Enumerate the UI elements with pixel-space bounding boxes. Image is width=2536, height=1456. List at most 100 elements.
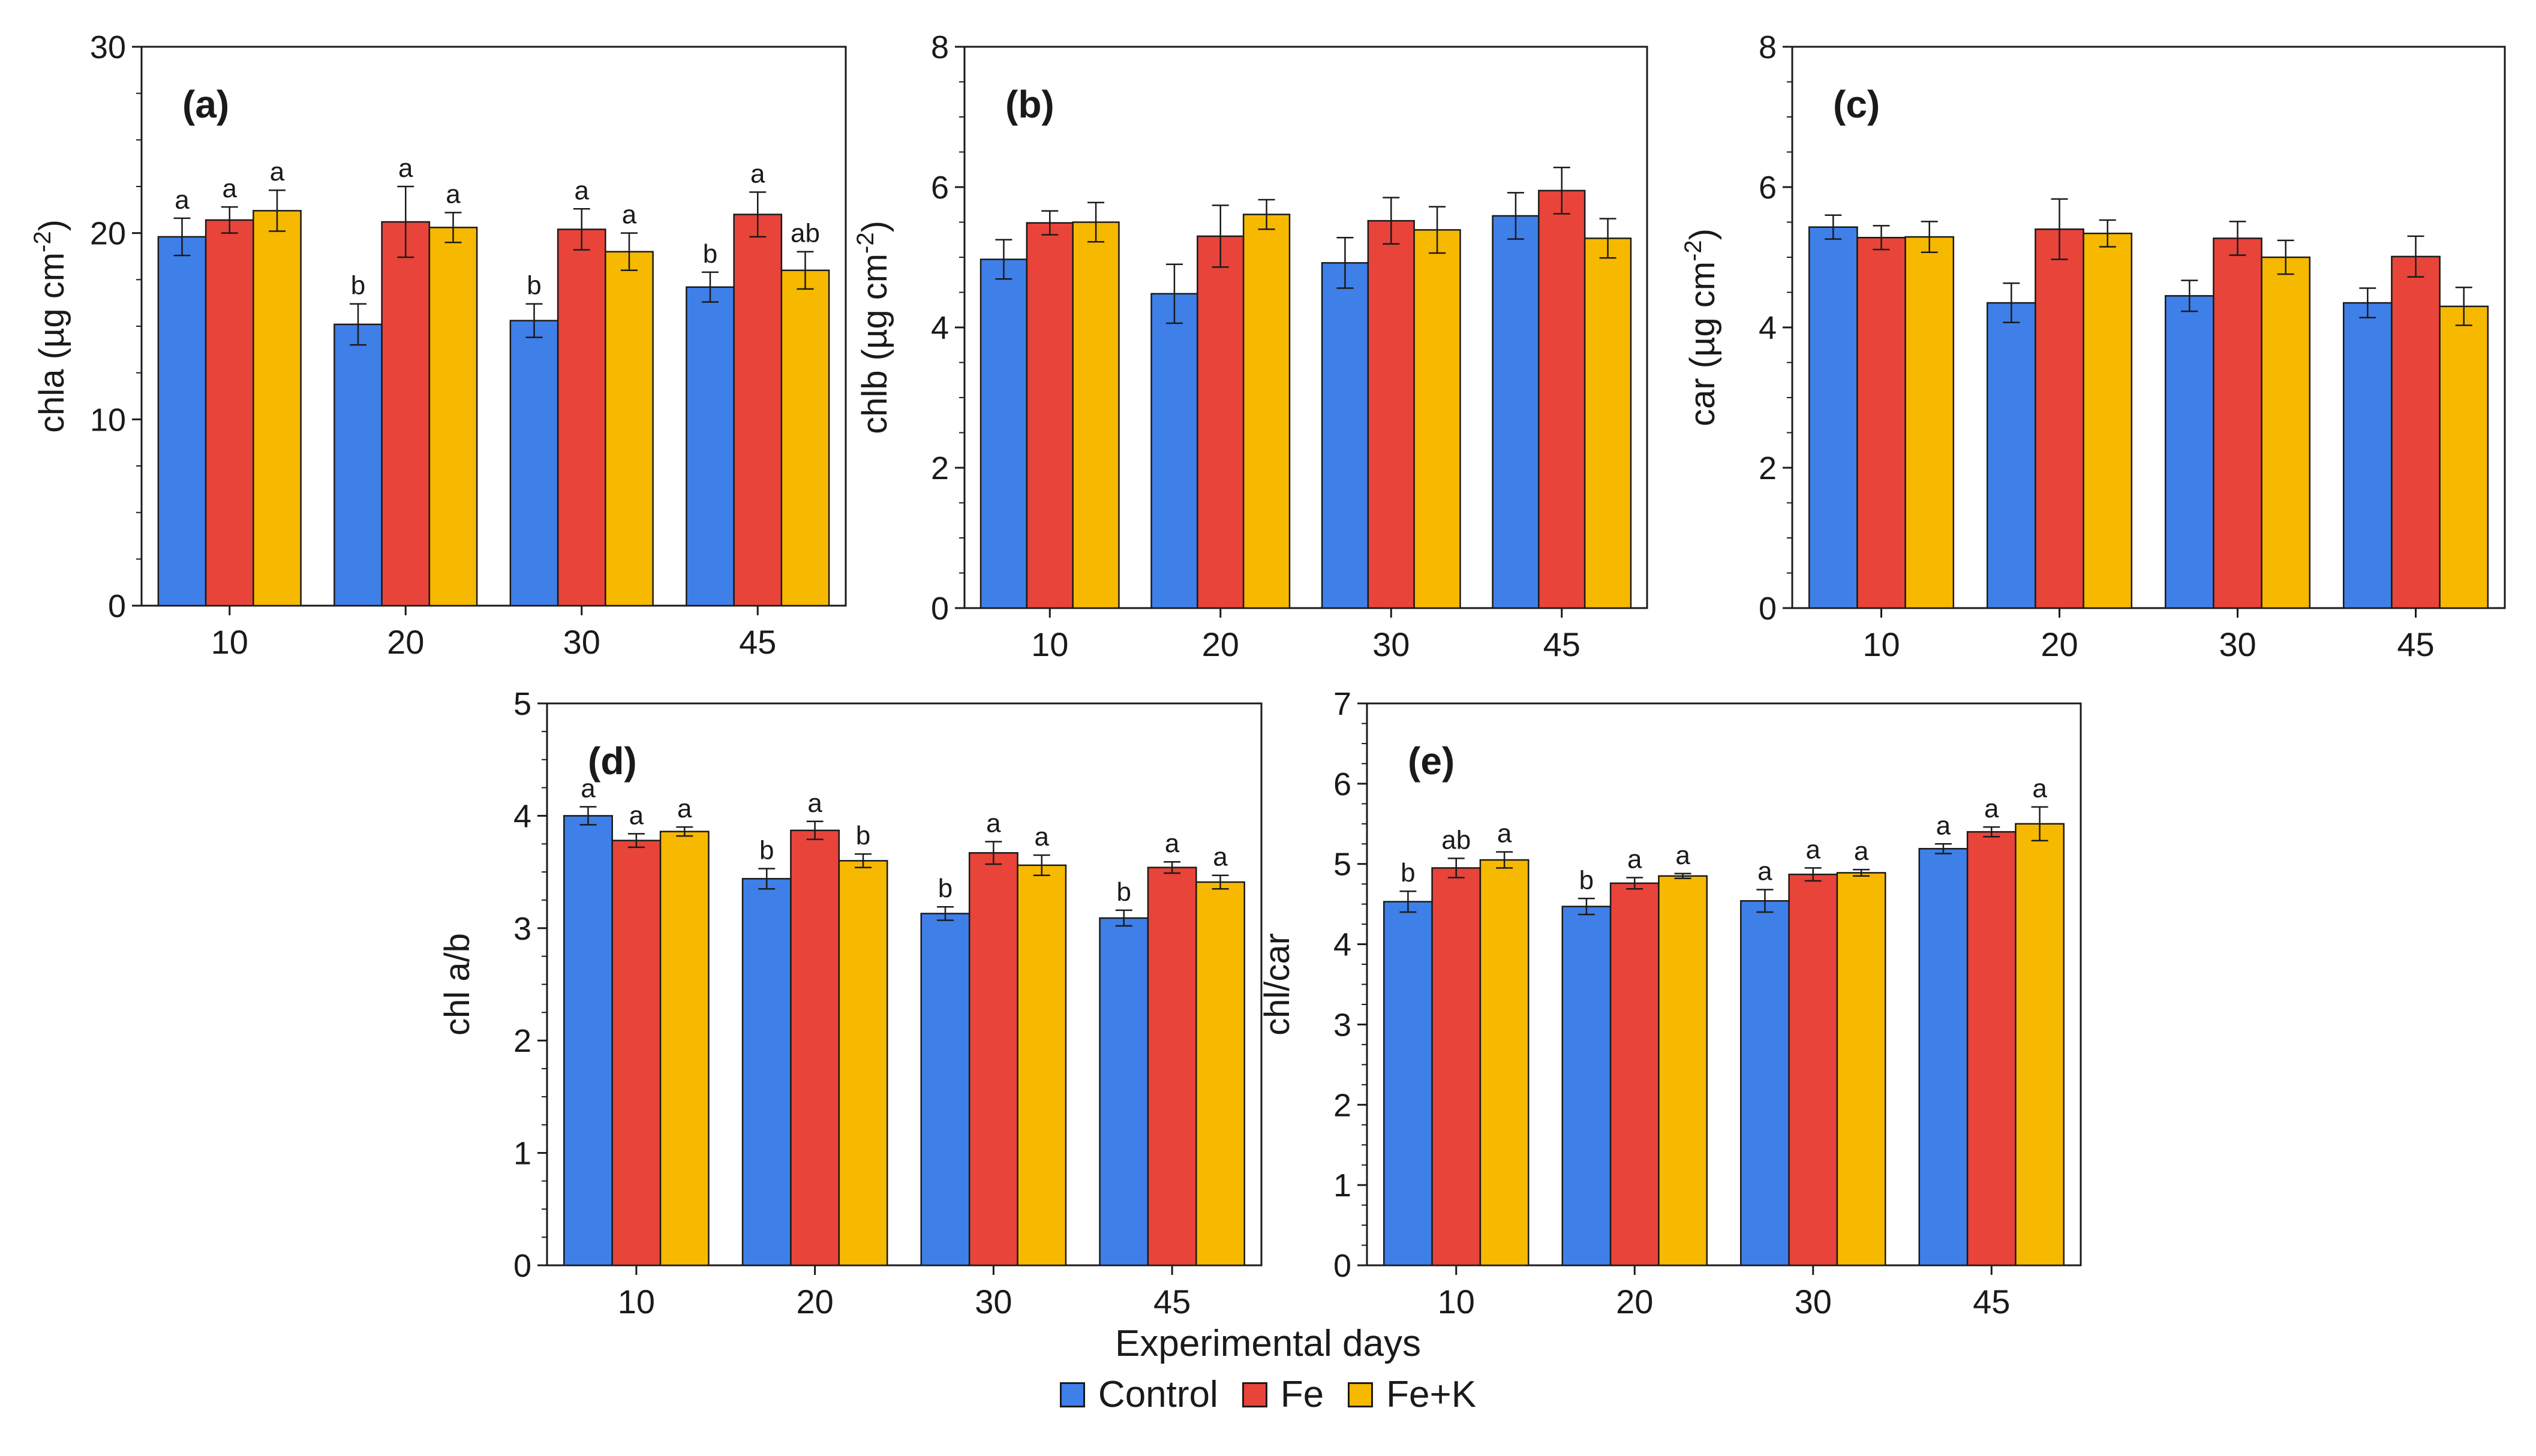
significance-letter: b [1579,865,1594,895]
legend-swatch-fe [1242,1382,1267,1407]
bar [1367,219,1415,609]
bar [509,320,559,607]
significance-letter: b [703,239,717,269]
bar [333,323,383,607]
chart-panel-b: 0 2 4 6 8 chlb (µg cm-2) (b) 10 20 30 45 [852,29,1648,663]
significance-letter: ab [791,219,820,248]
y-tick-label: 0 [108,588,126,624]
x-tick-label: 20 [1616,1283,1653,1320]
legend-item-fe-k: Fe+K [1348,1373,1476,1416]
bar [1609,882,1660,1267]
bar [1808,226,1858,609]
bar [1321,262,1369,609]
y-tick-label: 5 [1333,847,1351,883]
x-tick-label: 10 [1031,625,1068,663]
y-tick-label: 0 [1333,1248,1351,1284]
significance-letter: a [1497,819,1512,849]
significance-letter: a [1854,837,1869,866]
y-tick-label: 2 [1759,450,1777,486]
significance-letter: b [1401,858,1415,888]
y-tick-label: 20 [90,216,126,252]
y-tick-label: 0 [513,1248,531,1284]
significance-letter: b [351,271,365,300]
x-tick-label: 10 [618,1283,655,1320]
panel-tag: (a) [182,83,229,126]
y-tick-label: 4 [513,798,531,834]
bar [838,860,888,1267]
y-axis-label: chl/car [1258,933,1297,1036]
x-tick-label: 45 [2397,625,2434,663]
x-tick-label: 20 [2041,625,2078,663]
y-tick-label: 3 [513,911,531,947]
legend-label-fe-k: Fe+K [1386,1374,1477,1415]
legend-label-control: Control [1098,1374,1218,1415]
y-tick-label: 6 [1333,766,1351,802]
x-tick-label: 45 [739,623,776,661]
significance-letter: a [1675,841,1690,870]
x-tick-label: 10 [1862,625,1900,663]
bar [1026,222,1074,609]
significance-letter: a [629,801,644,830]
bar [920,913,970,1267]
significance-letter: a [446,179,461,209]
x-tick-label: 20 [1202,625,1239,663]
bar [1383,901,1433,1267]
y-tick-label: 10 [90,402,126,438]
significance-letter: a [575,176,590,205]
panel-tag: (c) [1833,83,1880,126]
legend-item-control: Control [1059,1373,1218,1416]
x-tick-label: 30 [563,623,600,661]
y-tick-label: 7 [1333,686,1351,722]
legend-swatch-control [1059,1382,1085,1407]
bar [1788,873,1838,1267]
y-axis-label: chl a/b [438,933,477,1036]
significance-letter: a [1035,822,1050,852]
bar [686,286,735,607]
significance-letter: a [223,174,238,203]
x-tick-label: 30 [1795,1283,1832,1320]
legend: Control Fe Fe+K [0,1373,2536,1416]
x-tick-label: 30 [1372,625,1410,663]
bar [2164,295,2215,609]
bar [1195,881,1245,1267]
bar [1904,236,1955,609]
bar [2213,237,2262,609]
y-axis-label: car (µg cm-2) [1680,228,1722,426]
bar [968,852,1018,1267]
y-tick-label: 0 [1759,591,1777,627]
y-tick-label: 6 [931,170,949,206]
bar [1918,848,1969,1267]
significance-letter: a [750,159,765,188]
bar [741,878,792,1267]
bar [1431,867,1482,1267]
bar [2015,823,2065,1267]
y-tick-label: 6 [1759,170,1777,206]
bar [1658,875,1708,1267]
y-tick-label: 2 [1333,1087,1351,1123]
bar [1740,900,1790,1267]
chart-panel-a: 0 10 20 30 chla (µg cm-2) (a) 10 a a a 20 b a a 30 b a a 4… [29,29,847,661]
y-tick-label: 4 [1333,927,1351,963]
bar [157,236,207,607]
x-axis-title: Experimental days [1114,1323,1422,1364]
y-tick-label: 30 [90,29,126,65]
bar [563,815,613,1267]
y-tick-label: 1 [1333,1168,1351,1204]
bar [2035,228,2084,609]
significance-letter: b [527,271,541,300]
y-tick-label: 4 [1759,310,1777,346]
bar [1966,831,2017,1267]
bar [1017,864,1067,1267]
significance-letter: b [1116,877,1131,907]
x-tick-label: 30 [975,1283,1012,1320]
bar [979,258,1028,609]
bar [1986,302,2036,609]
bar [1197,235,1245,609]
significance-letter: a [1757,857,1772,886]
x-tick-label: 20 [796,1283,833,1320]
panel-tag: (b) [1005,83,1054,126]
bar [659,831,710,1267]
